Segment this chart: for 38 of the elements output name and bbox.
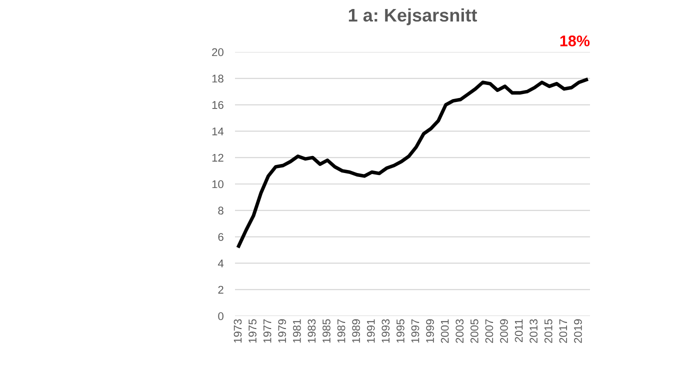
x-tick-label: 2015 bbox=[544, 319, 552, 343]
chart-title: 1 a: Kejsarsnitt bbox=[348, 8, 478, 26]
x-tick-label: 1977 bbox=[263, 319, 272, 343]
y-tick-label: 10 bbox=[212, 180, 224, 188]
text: 18% bbox=[560, 36, 590, 46]
x-tick-label: 1979 bbox=[278, 319, 286, 343]
x-tick-label: 1973 bbox=[234, 319, 242, 343]
x-tick-label: 2011 bbox=[514, 319, 523, 342]
x-tick-label: 2019 bbox=[574, 319, 582, 343]
line-series bbox=[236, 78, 588, 248]
x-tick-label: 2007 bbox=[485, 319, 494, 343]
y-tick-label: 20 bbox=[212, 48, 224, 56]
x-tick-label: 1999 bbox=[426, 319, 434, 343]
x-tick-label: 1997 bbox=[411, 319, 420, 343]
x-tick-label: 1987 bbox=[337, 319, 346, 343]
y-tick-label: 18 bbox=[212, 74, 224, 83]
x-tick-label: 1985 bbox=[322, 319, 330, 343]
x-tick-label: 2003 bbox=[456, 319, 464, 343]
x-tick-label: 1983 bbox=[308, 319, 316, 343]
x-tick-label: 1981 bbox=[292, 319, 301, 343]
y-tick-label: 14 bbox=[212, 128, 224, 136]
x-tick-label: 2013 bbox=[530, 319, 538, 343]
y-tick-label: 12 bbox=[212, 154, 224, 162]
x-tick-label: 1995 bbox=[396, 319, 404, 343]
x-tick-label: 2009 bbox=[500, 319, 508, 343]
y-tick-label: 8 bbox=[218, 206, 224, 215]
x-tick-label: 1975 bbox=[248, 319, 256, 343]
x-tick-label: 1989 bbox=[352, 319, 360, 343]
x-tick-label: 2001 bbox=[440, 319, 449, 343]
y-tick-label: 2 bbox=[218, 286, 224, 294]
x-tick-label: 1993 bbox=[382, 319, 390, 343]
y-tick-label: 4 bbox=[218, 260, 224, 268]
x-tick-label: 2017 bbox=[559, 319, 568, 343]
y-tick-label: 16 bbox=[212, 101, 224, 109]
y-tick-label: 6 bbox=[218, 233, 224, 241]
x-tick-label: 1991 bbox=[366, 319, 375, 343]
x-tick-label: 2005 bbox=[470, 319, 478, 343]
y-tick-label: 0 bbox=[218, 312, 224, 320]
